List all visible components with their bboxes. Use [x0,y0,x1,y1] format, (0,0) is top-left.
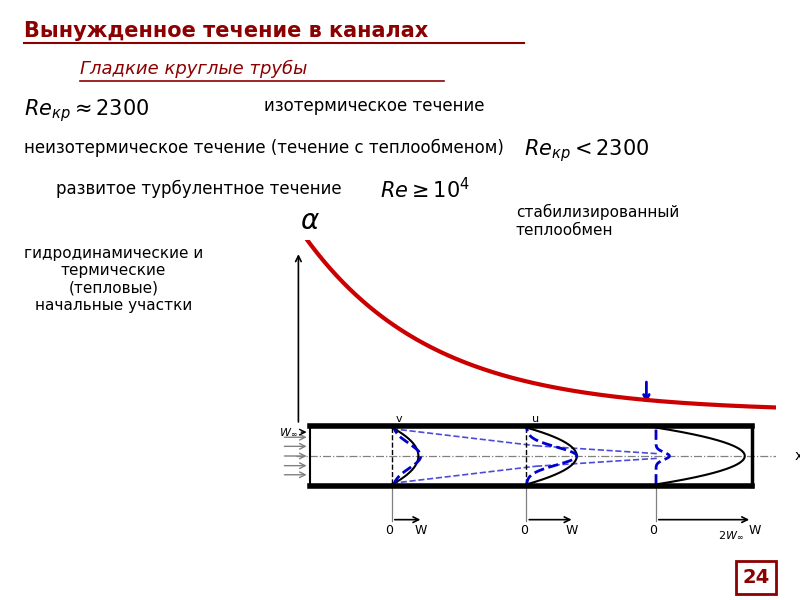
Text: 0: 0 [520,524,528,538]
Text: Гладкие круглые трубы: Гладкие круглые трубы [80,60,307,78]
Text: $Re_{кр} \approx 2300$: $Re_{кр} \approx 2300$ [24,97,150,124]
Text: $W_\infty$: $W_\infty$ [279,426,298,438]
Text: неизотермическое течение (течение с теплообменом): неизотермическое течение (течение с тепл… [24,139,504,157]
Text: $\alpha$: $\alpha$ [300,207,320,235]
Text: стабилизированный
теплообмен: стабилизированный теплообмен [516,204,679,238]
Text: 24: 24 [742,568,770,587]
Text: 0: 0 [650,524,658,538]
Text: x: x [794,449,800,463]
Text: u: u [533,414,539,424]
Text: W: W [566,524,578,538]
Text: $Re_{кр} < 2300$: $Re_{кр} < 2300$ [524,137,650,164]
Text: 0: 0 [386,524,394,538]
Text: изотермическое течение: изотермическое течение [264,97,485,115]
Text: W: W [414,524,427,538]
Text: Вынужденное течение в каналах: Вынужденное течение в каналах [24,21,428,41]
Text: гидродинамические и
термические
(тепловые)
начальные участки: гидродинамические и термические (тепловы… [24,246,203,313]
Text: v: v [396,414,402,424]
Text: $Re \geq 10^4$: $Re \geq 10^4$ [380,177,470,202]
Text: $2W_\infty$: $2W_\infty$ [718,529,743,541]
Text: развитое турбулентное течение: развитое турбулентное течение [56,180,342,198]
Text: W: W [748,524,761,538]
